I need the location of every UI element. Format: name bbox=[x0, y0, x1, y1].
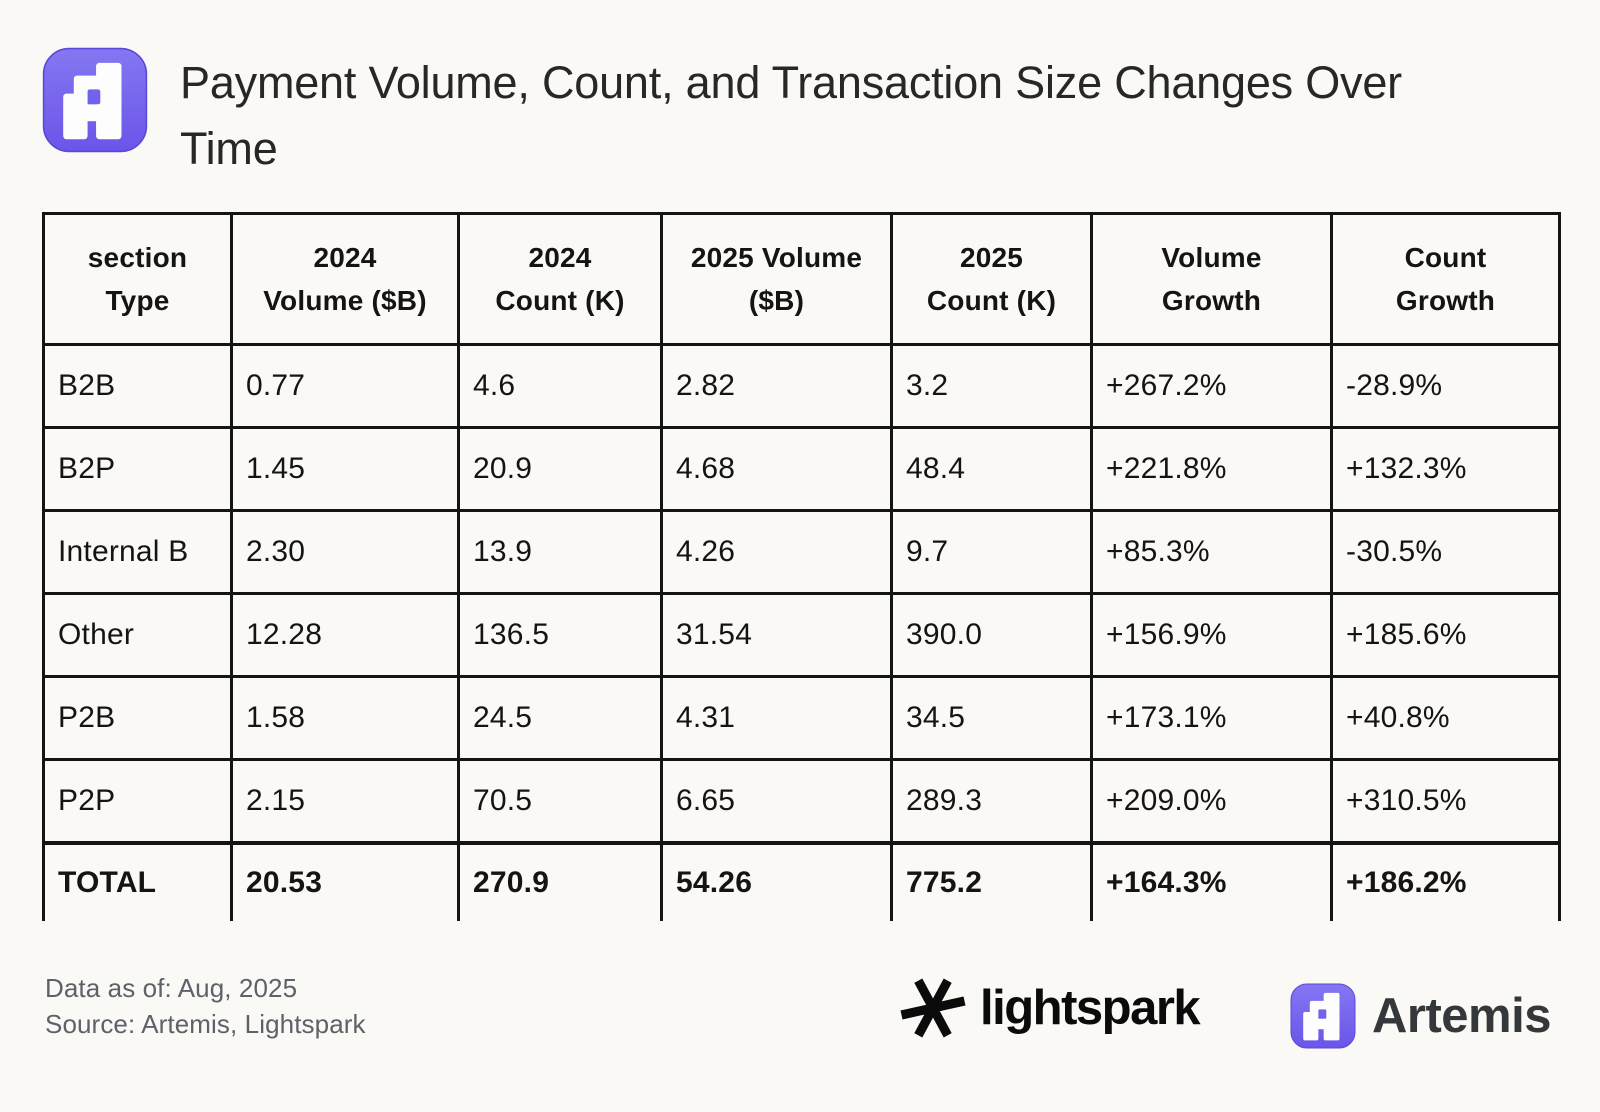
row-label: B2P bbox=[42, 426, 233, 512]
table-cell: 289.3 bbox=[890, 758, 1093, 845]
table-cell: +221.8% bbox=[1090, 426, 1333, 512]
table-cell: 2.15 bbox=[230, 758, 460, 845]
table-cell: +85.3% bbox=[1090, 509, 1333, 595]
header-line: 2025 bbox=[959, 241, 1024, 273]
table-cell: 54.26 bbox=[660, 841, 893, 921]
table-cell: +173.1% bbox=[1090, 675, 1333, 761]
row-label: Internal B bbox=[42, 509, 233, 595]
table-cell: 31.54 bbox=[660, 592, 893, 678]
table-cell: +156.9% bbox=[1090, 592, 1333, 678]
col-header-volume-growth: Volume Growth bbox=[1090, 212, 1333, 346]
lightspark-wordmark: lightspark bbox=[980, 981, 1201, 1035]
page-title: Payment Volume, Count, and Transaction S… bbox=[180, 50, 1570, 182]
table-cell: 4.6 bbox=[457, 343, 663, 429]
row-label: Other bbox=[42, 592, 233, 678]
table-cell: 70.5 bbox=[457, 758, 663, 845]
col-header-2024-volume: 2024 Volume ($B) bbox=[230, 212, 460, 346]
table-cell: 20.9 bbox=[457, 426, 663, 512]
table-cell: +267.2% bbox=[1090, 343, 1333, 429]
page-title-line1: Payment Volume, Count, and Transaction S… bbox=[180, 57, 1402, 108]
table-cell: 270.9 bbox=[457, 841, 663, 921]
col-header-section-type: section Type bbox=[42, 212, 233, 346]
table-cell: +132.3% bbox=[1330, 426, 1561, 512]
table-cell: 48.4 bbox=[890, 426, 1093, 512]
table-cell: 13.9 bbox=[457, 509, 663, 595]
table-cell: +40.8% bbox=[1330, 675, 1561, 761]
artemis-brand: Artemis bbox=[1290, 982, 1551, 1050]
row-label: P2B bbox=[42, 675, 233, 761]
table-cell: 9.7 bbox=[890, 509, 1093, 595]
table-cell: 6.65 bbox=[660, 758, 893, 845]
table-cell: +310.5% bbox=[1330, 758, 1561, 845]
table-row-other: Other 12.28 136.5 31.54 390.0 +156.9% +1… bbox=[42, 592, 1561, 678]
header-line: 2024 bbox=[313, 241, 377, 273]
table-cell: 4.31 bbox=[660, 675, 893, 761]
table-cell: 2.30 bbox=[230, 509, 460, 595]
payments-table: section Type 2024 Volume ($B) 2024 Count… bbox=[42, 212, 1561, 921]
table-row-b2b: B2B 0.77 4.6 2.82 3.2 +267.2% -28.9% bbox=[42, 343, 1561, 429]
header-line: 2025 Volume bbox=[690, 241, 863, 273]
table-cell: +186.2% bbox=[1330, 841, 1561, 921]
table-cell: 1.45 bbox=[230, 426, 460, 512]
table-cell: 4.68 bbox=[660, 426, 893, 512]
page-title-line2: Time bbox=[180, 123, 278, 175]
lightspark-brand: lightspark bbox=[898, 972, 1201, 1044]
table-cell: 775.2 bbox=[890, 841, 1093, 921]
table-cell: 0.77 bbox=[230, 343, 460, 429]
table-cell: +185.6% bbox=[1330, 592, 1561, 678]
table-cell: 390.0 bbox=[890, 592, 1093, 678]
table-cell: 34.5 bbox=[890, 675, 1093, 761]
table-row-internal-b: Internal B 2.30 13.9 4.26 9.7 +85.3% -30… bbox=[42, 509, 1561, 595]
col-header-2025-count: 2025 Count (K) bbox=[890, 212, 1093, 346]
col-header-count-growth: Count Growth bbox=[1330, 212, 1561, 346]
table-cell: -28.9% bbox=[1330, 343, 1561, 429]
header-line: Type bbox=[105, 285, 170, 316]
artemis-logo-icon bbox=[42, 47, 148, 153]
table-row-p2b: P2B 1.58 24.5 4.31 34.5 +173.1% +40.8% bbox=[42, 675, 1561, 761]
data-as-of-note: Data as of: Aug, 2025 bbox=[45, 973, 298, 1003]
header-line: Count bbox=[1404, 241, 1487, 273]
footnotes: Data as of: Aug, 2025 Source: Artemis, L… bbox=[45, 970, 366, 1043]
header-line: Volume ($B) bbox=[263, 285, 427, 316]
source-note: Source: Artemis, Lightspark bbox=[45, 1009, 366, 1040]
header-line: Growth bbox=[1161, 285, 1262, 316]
table-cell: -30.5% bbox=[1330, 509, 1561, 595]
col-header-2024-count: 2024 Count (K) bbox=[457, 212, 663, 346]
table-row-p2p: P2P 2.15 70.5 6.65 289.3 +209.0% +310.5% bbox=[42, 758, 1561, 845]
table-row-total: TOTAL 20.53 270.9 54.26 775.2 +164.3% +1… bbox=[42, 841, 1561, 921]
artemis-wordmark: Artemis bbox=[1372, 989, 1551, 1043]
table-cell: 2.82 bbox=[660, 343, 893, 429]
table-cell: +164.3% bbox=[1090, 841, 1333, 921]
artemis-footer-icon bbox=[1290, 983, 1356, 1049]
table-cell: 24.5 bbox=[457, 675, 663, 761]
header-line: Volume bbox=[1161, 241, 1262, 273]
lightspark-spark-icon bbox=[900, 978, 966, 1038]
header-line: ($B) bbox=[748, 285, 805, 316]
table-cell: 20.53 bbox=[230, 841, 460, 921]
table-cell: +209.0% bbox=[1090, 758, 1333, 845]
table-header: section Type 2024 Volume ($B) 2024 Count… bbox=[42, 212, 1561, 346]
table-cell: 12.28 bbox=[230, 592, 460, 678]
row-label: TOTAL bbox=[42, 841, 233, 921]
header-line: Count (K) bbox=[495, 285, 625, 316]
row-label: P2P bbox=[42, 758, 233, 845]
col-header-2025-volume: 2025 Volume ($B) bbox=[660, 212, 893, 346]
table-cell: 3.2 bbox=[890, 343, 1093, 429]
table-cell: 1.58 bbox=[230, 675, 460, 761]
header-line: Growth bbox=[1395, 285, 1496, 316]
header-line: 2024 bbox=[528, 241, 592, 273]
table-body: B2B 0.77 4.6 2.82 3.2 +267.2% -28.9% B2P… bbox=[42, 343, 1561, 921]
row-label: B2B bbox=[42, 343, 233, 429]
header-row: section Type 2024 Volume ($B) 2024 Count… bbox=[42, 212, 1561, 346]
table-cell: 4.26 bbox=[660, 509, 893, 595]
header-line: section bbox=[87, 241, 188, 273]
table-cell: 136.5 bbox=[457, 592, 663, 678]
table-row-b2p: B2P 1.45 20.9 4.68 48.4 +221.8% +132.3% bbox=[42, 426, 1561, 512]
header-line: Count (K) bbox=[926, 285, 1057, 316]
